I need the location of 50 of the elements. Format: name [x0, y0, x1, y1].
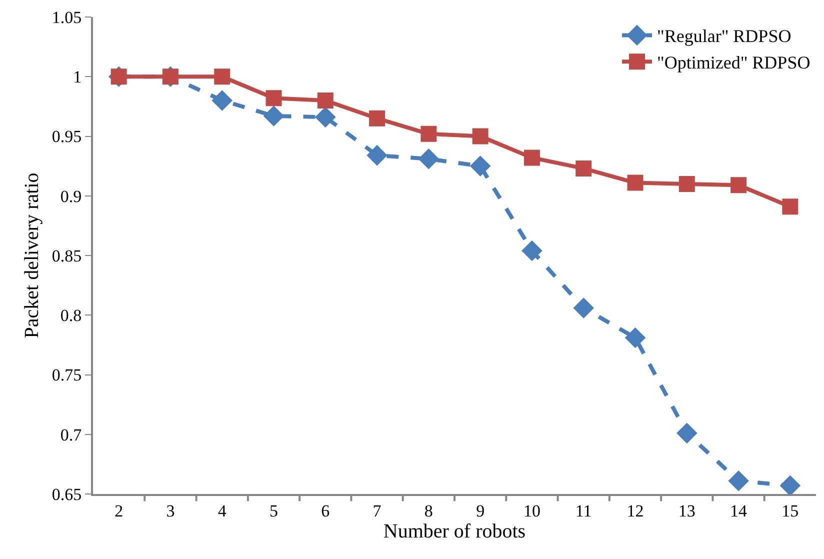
- point: [317, 92, 334, 108]
- x-tick-label: 7: [372, 501, 382, 520]
- point: [573, 298, 594, 318]
- legend-label: "Optimized" RDPSO: [657, 52, 810, 73]
- point: [420, 126, 437, 142]
- x-tick-label: 15: [782, 501, 799, 520]
- point: [730, 177, 747, 194]
- x-tick-label: 8: [424, 501, 433, 520]
- y-axis-title: Packet delivery ratio: [20, 172, 43, 338]
- x-tick-label: 14: [730, 501, 748, 520]
- point: [212, 90, 233, 111]
- point: [470, 156, 491, 176]
- x-tick-label: 12: [626, 501, 644, 520]
- point: [576, 160, 592, 176]
- point: [624, 327, 646, 348]
- point: [366, 144, 388, 166]
- y-tick-label: 0.9: [60, 186, 82, 206]
- x-tick-label: 2: [114, 501, 124, 520]
- point: [524, 150, 540, 166]
- legend-label: "Regular" RDPSO: [657, 26, 792, 46]
- point: [314, 106, 336, 128]
- x-tick-label: 13: [678, 501, 696, 520]
- point: [263, 106, 284, 126]
- point: [678, 176, 695, 192]
- point: [214, 68, 230, 85]
- point: [676, 422, 698, 444]
- point: [522, 240, 542, 262]
- point: [266, 90, 282, 106]
- x-tick-label: 3: [166, 501, 175, 520]
- y-tick-label: 0.95: [52, 127, 82, 146]
- point: [418, 148, 440, 170]
- x-tick-label: 6: [321, 501, 330, 520]
- y-tick-label: 0.8: [60, 306, 82, 326]
- y-tick-label: 0.65: [52, 484, 82, 504]
- point: [728, 470, 749, 492]
- x-tick-label: 4: [218, 501, 227, 520]
- y-tick-label: 0.85: [52, 246, 82, 266]
- y-tick-label: 1: [73, 68, 82, 87]
- y-tick-label: 1.05: [52, 8, 82, 27]
- x-axis-title: Number of robots: [383, 520, 526, 542]
- x-tick-label: 10: [523, 501, 540, 520]
- point: [627, 174, 644, 191]
- point: [782, 198, 798, 215]
- y-tick-label: 0.75: [52, 366, 82, 385]
- y-tick-label: 0.7: [60, 425, 82, 444]
- x-tick-label: 5: [270, 501, 278, 520]
- point: [369, 110, 386, 126]
- x-tick-label: 11: [575, 501, 592, 520]
- point: [472, 128, 488, 144]
- x-tick-label: 9: [476, 501, 485, 520]
